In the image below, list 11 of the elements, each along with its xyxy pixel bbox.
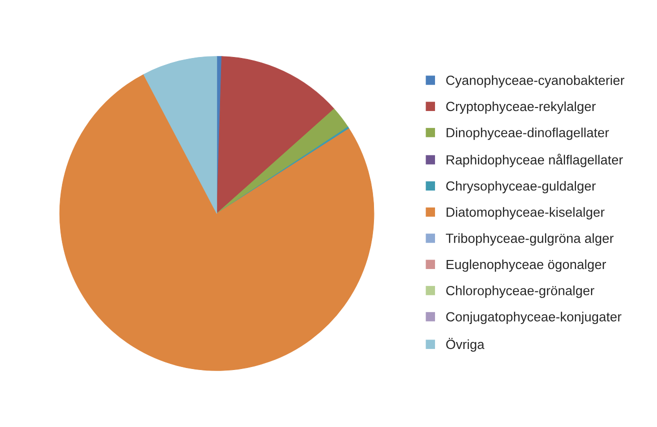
legend-label: Diatomophyceae-kiselalger bbox=[446, 207, 605, 220]
legend-label: Cryptophyceae-rekylalger bbox=[446, 101, 596, 114]
legend-label: Chrysophyceae-guldalger bbox=[446, 180, 596, 194]
legend-label: Euglenophyceae ögonalger bbox=[446, 259, 606, 272]
legend-label: Conjugatophyceae-konjugater bbox=[446, 312, 622, 324]
legend-label: Raphidophyceae nålflagellater bbox=[446, 154, 623, 168]
legend-label: Tribophyceae-gulgröna alger bbox=[446, 233, 614, 246]
legend-label: Övriga bbox=[446, 338, 484, 352]
legend-label: Dinophyceae-dinoflagellater bbox=[446, 128, 609, 140]
legend-label: Chlorophyceae-grönalger bbox=[446, 286, 594, 298]
legend-label: Cyanophyceae-cyanobakterier bbox=[446, 75, 624, 88]
